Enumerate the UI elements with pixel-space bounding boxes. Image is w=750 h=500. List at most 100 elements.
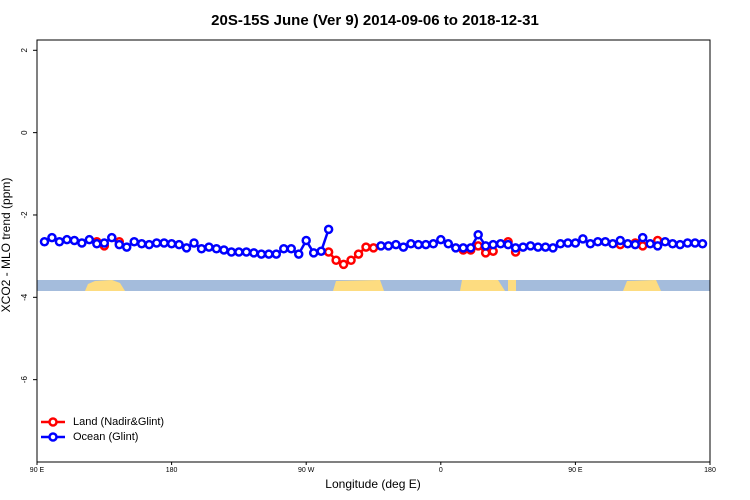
x-tick-label: 180 <box>166 467 178 474</box>
x-axis-label: Longitude (deg E) <box>325 477 420 491</box>
point <box>563 238 573 248</box>
point <box>593 236 603 247</box>
point <box>383 241 394 251</box>
point <box>413 239 424 250</box>
point <box>555 239 566 249</box>
point <box>316 246 326 256</box>
point <box>540 242 551 252</box>
surface-mask <box>37 280 710 291</box>
point <box>652 241 663 251</box>
point <box>226 247 237 257</box>
land-strip <box>333 280 384 291</box>
point <box>166 239 177 249</box>
point <box>600 236 611 247</box>
x-tick-label: 90 W <box>298 467 315 474</box>
point <box>181 243 192 253</box>
point <box>480 241 491 251</box>
point <box>682 238 693 248</box>
point <box>615 235 626 246</box>
y-tick-label: -2 <box>20 211 29 219</box>
legend-marker <box>48 417 58 427</box>
x-tick-label: 90 E <box>30 467 45 474</box>
point <box>428 239 439 249</box>
point <box>323 247 334 257</box>
point <box>196 243 207 254</box>
point <box>667 239 678 249</box>
point <box>264 249 274 259</box>
point <box>473 229 483 240</box>
point <box>241 247 252 257</box>
point <box>77 238 87 248</box>
point <box>443 239 454 249</box>
point <box>204 242 214 252</box>
point <box>637 241 648 251</box>
point <box>697 239 708 249</box>
point <box>548 243 558 253</box>
point <box>249 248 259 258</box>
point <box>234 247 244 257</box>
point <box>107 232 117 243</box>
x-tick-label: 90 E <box>568 467 583 474</box>
point <box>338 259 349 270</box>
point <box>323 224 334 235</box>
point <box>690 238 700 248</box>
point <box>308 248 319 258</box>
point <box>301 235 311 246</box>
point <box>518 242 528 252</box>
point <box>331 255 341 266</box>
point <box>92 239 102 249</box>
point <box>451 243 461 253</box>
point <box>660 236 670 247</box>
point <box>136 239 147 249</box>
point <box>271 249 282 259</box>
point <box>114 239 125 250</box>
y-axis-label: XCO2 - MLO trend (ppm) <box>0 178 13 313</box>
point <box>421 239 431 250</box>
plot-frame <box>36 39 711 463</box>
land-strip <box>508 280 516 291</box>
point <box>473 241 483 251</box>
point <box>525 241 536 251</box>
point <box>503 239 513 250</box>
point <box>129 236 139 247</box>
point <box>398 242 409 252</box>
point <box>189 238 199 248</box>
point <box>368 243 379 253</box>
point <box>436 234 446 245</box>
point <box>174 239 184 250</box>
point <box>151 238 162 248</box>
point <box>406 239 416 249</box>
point <box>219 245 229 255</box>
point <box>286 243 296 254</box>
point <box>533 242 543 252</box>
x-tick-label: 180 <box>704 467 716 474</box>
point <box>391 239 401 250</box>
point <box>585 239 596 249</box>
point <box>622 239 633 249</box>
point <box>361 242 371 252</box>
y-tick-label: -4 <box>20 293 29 301</box>
point <box>637 232 648 243</box>
point <box>495 239 506 249</box>
y-tick-label: 0 <box>20 130 29 135</box>
x-tick-label: 0 <box>439 467 443 474</box>
legend-marker <box>48 432 58 442</box>
point <box>353 249 364 259</box>
point <box>675 239 685 250</box>
point <box>159 238 169 248</box>
point <box>608 239 618 249</box>
point <box>69 235 80 246</box>
point <box>465 243 476 253</box>
point <box>211 243 222 254</box>
point <box>144 239 154 250</box>
point <box>121 242 132 252</box>
point <box>645 239 655 249</box>
land-strip <box>623 280 661 291</box>
point <box>256 249 267 259</box>
point <box>54 236 65 247</box>
point <box>488 239 498 250</box>
point <box>578 234 588 244</box>
legend-label: Ocean (Glint) <box>73 431 138 443</box>
